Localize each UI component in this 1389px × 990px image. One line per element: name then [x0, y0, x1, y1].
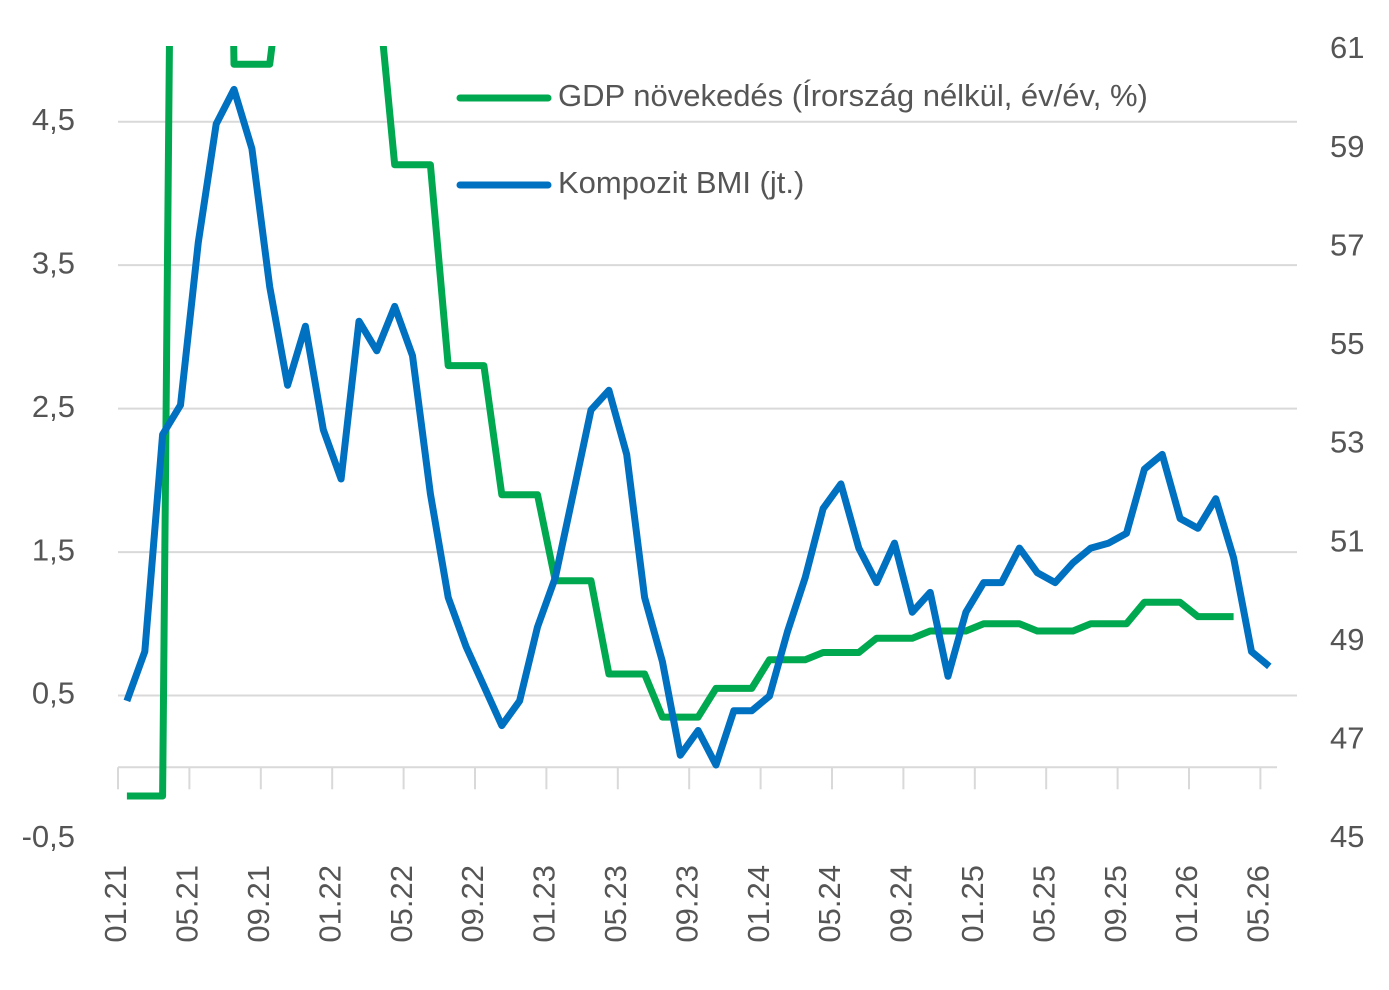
x-tick-label: 01.22 — [312, 865, 347, 943]
x-tick-label: 01.23 — [527, 865, 562, 943]
x-tick-label: 01.25 — [955, 865, 990, 943]
y-tick-label: 4,5 — [32, 102, 75, 137]
data-line — [123, 85, 1272, 769]
x-tick-label: 09.25 — [1098, 865, 1133, 943]
plot-area — [123, 46, 1272, 800]
y-tick-label: 2,5 — [32, 389, 75, 424]
y-tick-label: 3,5 — [32, 245, 75, 280]
x-tick-label: 05.24 — [812, 865, 847, 943]
y-tick-label: -0,5 — [22, 819, 75, 854]
y2-tick-label: 47 — [1330, 721, 1364, 756]
y2-tick-label: 55 — [1330, 326, 1364, 361]
y2-tick-label: 61 — [1330, 30, 1364, 65]
data-line — [126, 46, 1234, 800]
y2-tick-label: 57 — [1330, 227, 1364, 262]
y2-tick-label: 49 — [1330, 622, 1364, 657]
x-tick-label: 05.26 — [1241, 865, 1276, 943]
x-tick-label: 05.25 — [1026, 865, 1061, 943]
x-tick-label: 01.26 — [1169, 865, 1204, 943]
legend-label: Kompozit BMI (jt.) — [558, 165, 804, 200]
x-tick-label: 09.23 — [669, 865, 704, 943]
x-tick-label: 05.21 — [170, 865, 205, 943]
legend-label: GDP növekedés (Írország nélkül, év/év, %… — [558, 78, 1148, 113]
y2-tick-label: 59 — [1330, 129, 1364, 164]
y-tick-label: 1,5 — [32, 532, 75, 567]
x-tick-label: 09.21 — [241, 865, 276, 943]
y2-tick-label: 45 — [1330, 819, 1364, 854]
x-tick-label: 01.24 — [741, 865, 776, 943]
x-tick-label: 01.21 — [98, 865, 133, 943]
y2-tick-label: 51 — [1330, 523, 1364, 558]
x-tick-label: 05.23 — [598, 865, 633, 943]
y-tick-label: 0,5 — [32, 676, 75, 711]
x-tick-label: 05.22 — [384, 865, 419, 943]
x-tick-label: 09.24 — [884, 865, 919, 943]
x-tick-label: 09.22 — [455, 865, 490, 943]
y2-tick-label: 53 — [1330, 425, 1364, 460]
